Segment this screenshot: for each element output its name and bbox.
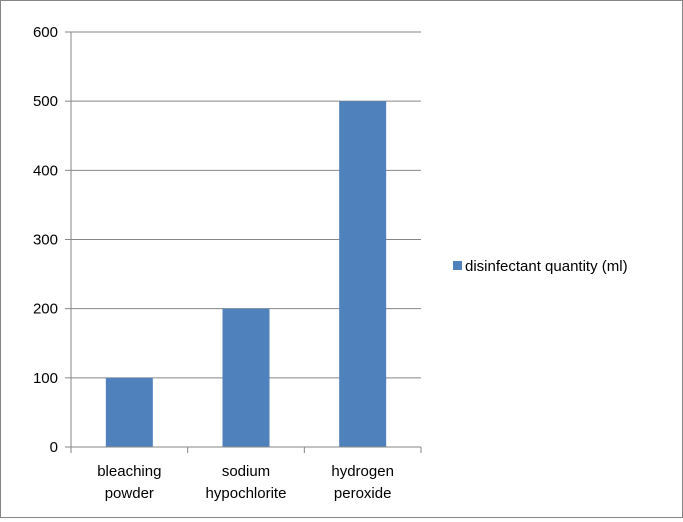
y-tick-label: 200 xyxy=(33,301,58,318)
legend: disinfectant quantity (ml) xyxy=(453,258,628,275)
y-tick-label: 500 xyxy=(33,93,58,110)
x-tick-label: sodium hypochlorite xyxy=(206,463,287,502)
y-tick-label: 100 xyxy=(33,370,58,387)
legend-label: disinfectant quantity (ml) xyxy=(465,258,628,275)
bar xyxy=(222,308,270,447)
bars xyxy=(105,101,387,448)
x-tick-label: bleaching powder xyxy=(97,463,161,502)
y-tick-label: 400 xyxy=(33,162,58,179)
y-tick-label: 0 xyxy=(50,439,58,456)
bar xyxy=(105,377,153,447)
x-axis-ticks: bleaching powder sodium hypochlorite hydroge… xyxy=(97,463,394,502)
y-tick-label: 300 xyxy=(33,232,58,249)
bar xyxy=(339,101,387,448)
legend-swatch xyxy=(453,261,462,270)
y-axis-ticks: 0 100 200 300 400 500 600 xyxy=(33,24,72,456)
x-tick-label: hydrogen peroxide xyxy=(331,463,394,502)
x-axis xyxy=(70,446,422,453)
y-tick-label: 600 xyxy=(33,24,58,41)
